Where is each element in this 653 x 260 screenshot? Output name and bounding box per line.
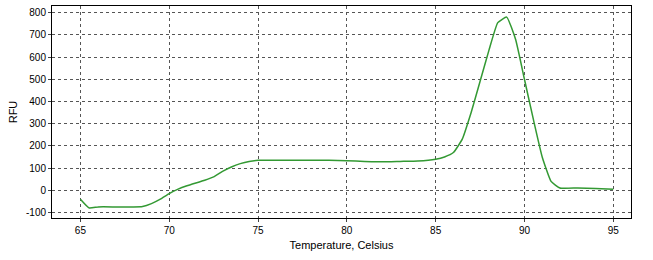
svg-text:-100: -100	[26, 207, 46, 218]
svg-text:75: 75	[252, 225, 264, 236]
svg-text:100: 100	[29, 163, 46, 174]
svg-text:500: 500	[29, 74, 46, 85]
svg-text:0: 0	[40, 185, 46, 196]
svg-text:65: 65	[75, 225, 87, 236]
svg-text:95: 95	[608, 225, 620, 236]
svg-text:800: 800	[29, 7, 46, 18]
svg-text:200: 200	[29, 140, 46, 151]
svg-text:80: 80	[341, 225, 353, 236]
svg-text:400: 400	[29, 96, 46, 107]
svg-text:300: 300	[29, 118, 46, 129]
svg-text:RFU: RFU	[7, 101, 19, 124]
svg-text:Temperature, Celsius: Temperature, Celsius	[290, 239, 394, 251]
svg-text:85: 85	[430, 225, 442, 236]
svg-text:70: 70	[164, 225, 176, 236]
svg-text:700: 700	[29, 29, 46, 40]
svg-text:600: 600	[29, 52, 46, 63]
svg-text:90: 90	[519, 225, 531, 236]
